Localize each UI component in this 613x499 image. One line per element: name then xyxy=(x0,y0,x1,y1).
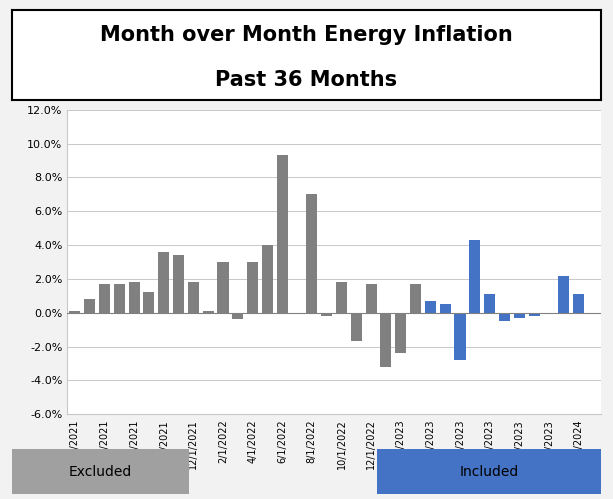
Bar xyxy=(440,304,451,313)
Bar xyxy=(84,299,95,313)
Text: Included: Included xyxy=(459,465,519,479)
Bar xyxy=(99,284,110,313)
Bar xyxy=(336,282,347,313)
Bar xyxy=(292,313,303,314)
Text: Month over Month Energy Inflation: Month over Month Energy Inflation xyxy=(100,25,513,45)
Bar xyxy=(12,449,189,494)
Bar xyxy=(247,262,258,313)
Bar xyxy=(129,282,140,313)
Bar xyxy=(143,292,154,313)
Bar xyxy=(69,311,80,313)
Bar xyxy=(262,245,273,313)
Bar xyxy=(573,294,584,313)
Bar xyxy=(351,313,362,341)
Bar xyxy=(232,313,243,319)
Bar xyxy=(484,294,495,313)
Bar xyxy=(470,240,481,313)
Bar xyxy=(276,156,287,313)
Bar xyxy=(514,313,525,318)
Bar xyxy=(454,313,465,360)
Bar xyxy=(158,252,169,313)
Bar xyxy=(528,313,539,316)
Text: Excluded: Excluded xyxy=(69,465,132,479)
Bar xyxy=(365,284,376,313)
Bar xyxy=(306,194,318,313)
Bar xyxy=(173,255,184,313)
Bar xyxy=(381,313,392,367)
Bar xyxy=(377,449,601,494)
Bar xyxy=(321,313,332,316)
Bar xyxy=(203,311,214,313)
Bar xyxy=(425,301,436,313)
Bar xyxy=(114,284,125,313)
Bar xyxy=(558,275,569,313)
Bar xyxy=(499,313,510,321)
Bar xyxy=(543,313,554,314)
Text: Past 36 Months: Past 36 Months xyxy=(215,70,398,90)
Bar xyxy=(188,282,199,313)
Bar xyxy=(410,284,421,313)
Bar xyxy=(218,262,229,313)
Bar xyxy=(395,313,406,353)
